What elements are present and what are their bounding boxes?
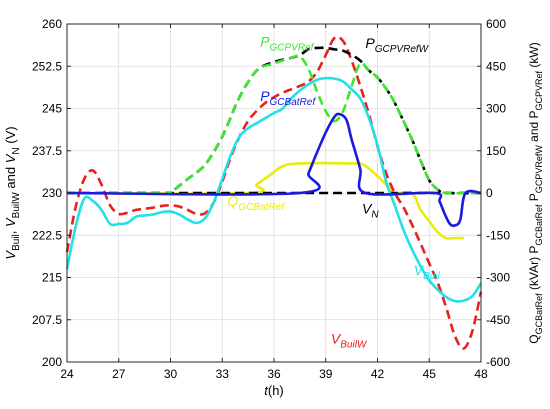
x-tick-label-2: 30 xyxy=(164,367,178,381)
series-label-v-builw: VBuilW xyxy=(331,330,368,350)
x-tick-label-8: 48 xyxy=(474,367,488,381)
y-right-tick-label-5: 150 xyxy=(486,144,506,158)
y-right-axis-ticks: -600 -450 -300 -150 0 150 300 450 600 xyxy=(477,17,510,369)
x-tick-label-4: 36 xyxy=(267,367,281,381)
y-right-tick-label-2: -300 xyxy=(486,271,510,285)
series-label-v-buil: VBuil xyxy=(414,262,441,282)
y-left-tick-label-1: 207.5 xyxy=(32,313,62,327)
series-label-p-gcpvrefw: PGCPVRefW xyxy=(365,35,429,55)
series-label-p-gcpvref: PGCPVRef xyxy=(260,34,314,54)
y-left-tick-label-6: 245 xyxy=(42,102,62,116)
y-left-tick-label-5: 237.5 xyxy=(32,144,62,158)
x-tick-label-1: 27 xyxy=(112,367,126,381)
y-left-axis-label: VBuil, VBuilW and VN (V) xyxy=(3,126,22,259)
x-tick-label-3: 33 xyxy=(216,367,230,381)
y-left-tick-label-2: 215 xyxy=(42,271,62,285)
x-axis-ticks: 24 27 30 33 36 39 42 45 48 xyxy=(60,24,488,381)
y-left-axis-ticks: 200 207.5 215 222.5 230 237.5 245 252.5 260 xyxy=(32,17,71,369)
y-right-tick-label-3: -150 xyxy=(486,228,510,242)
y-left-tick-label-3: 222.5 xyxy=(32,228,62,242)
series-labels: VBuilW VBuil VN QGCBatRef PGCPVRefW PGCPVRef P… xyxy=(227,34,440,351)
series-lines xyxy=(65,35,483,350)
series-label-q-gcbatref: QGCBatRef xyxy=(227,193,285,213)
x-tick-label-0: 24 xyxy=(60,367,74,381)
series-line-v-buil xyxy=(65,76,483,303)
y-right-tick-label-8: 600 xyxy=(486,17,506,31)
y-right-tick-label-1: -450 xyxy=(486,313,510,327)
y-right-tick-label-4: 0 xyxy=(486,186,493,200)
y-left-tick-label-7: 252.5 xyxy=(32,59,62,73)
x-tick-label-5: 39 xyxy=(319,367,333,381)
x-tick-label-7: 45 xyxy=(423,367,437,381)
y-right-tick-label-6: 300 xyxy=(486,102,506,116)
x-axis-label: t(h) xyxy=(264,383,284,398)
x-tick-label-6: 42 xyxy=(371,367,385,381)
series-label-v-n: VN xyxy=(362,200,379,220)
y-right-tick-label-0: -600 xyxy=(486,355,510,369)
y-left-tick-label-0: 200 xyxy=(42,355,62,369)
series-line-v-builw xyxy=(65,35,483,350)
series-line-q-gcbatref xyxy=(66,161,464,240)
series-line-p-gcpvref xyxy=(66,54,482,195)
y-right-axis-label: QGCBatRef (kVAr) PGCBatRef PGCPVRefW and… xyxy=(527,42,544,343)
series-label-p-gcbatref: PGCBatRef xyxy=(260,88,316,108)
y-right-tick-label-7: 450 xyxy=(486,59,506,73)
series-line-p-gcbatref xyxy=(66,112,482,228)
y-left-tick-label-8: 260 xyxy=(42,17,62,31)
y-left-tick-label-4: 230 xyxy=(42,186,62,200)
